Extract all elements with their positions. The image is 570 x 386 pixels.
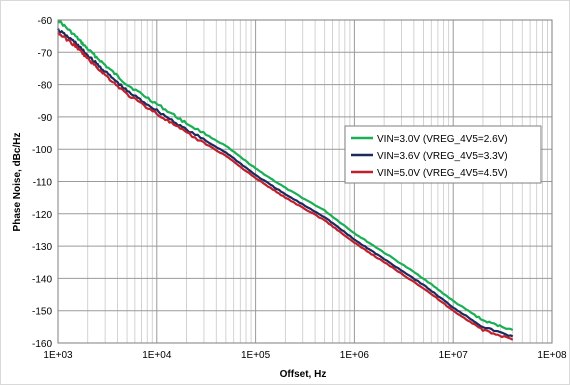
x-tick-label: 1E+03 [43, 350, 73, 361]
y-tick-label: -140 [32, 274, 52, 285]
y-tick-label: -90 [38, 113, 53, 124]
y-axis-title: Phase Noise, dBc/Hz [12, 133, 23, 232]
legend: VIN=3.0V (VREG_4V5=2.6V) VIN=3.6V (VREG_4… [344, 125, 542, 184]
y-tick-label: -60 [38, 16, 53, 27]
y-tick-label: -100 [32, 145, 52, 156]
series-line [57, 31, 514, 341]
legend-label: VIN=5.0V (VREG_4V5=4.5V) [377, 168, 508, 179]
y-tick-label: -80 [38, 81, 53, 92]
x-axis-title: Offset, Hz [280, 369, 327, 380]
y-tick-label: -120 [32, 210, 52, 221]
legend-label: VIN=3.0V (VREG_4V5=2.6V) [377, 134, 508, 145]
legend-label: VIN=3.6V (VREG_4V5=3.3V) [377, 151, 508, 162]
series-line [57, 20, 514, 332]
x-tick-label: 1E+04 [142, 350, 172, 361]
x-tick-label: 1E+08 [537, 350, 567, 361]
axes: -60 -70 -80 -90 -100 -110 -120 -130 -140 -150 -160… [32, 16, 567, 361]
x-tick-label: 1E+05 [241, 350, 271, 361]
legend-box [344, 125, 542, 184]
series-group [56, 20, 514, 341]
x-tick-label: 1E+07 [439, 350, 469, 361]
series-line [56, 28, 514, 338]
y-tick-label: -70 [38, 48, 53, 59]
y-tick-label: -130 [32, 242, 52, 253]
y-tick-label: -160 [32, 339, 52, 350]
plot-border [57, 19, 553, 344]
x-tick-label: 1E+06 [340, 350, 370, 361]
y-tick-label: -150 [32, 307, 52, 318]
y-tick-label: -110 [33, 178, 53, 189]
